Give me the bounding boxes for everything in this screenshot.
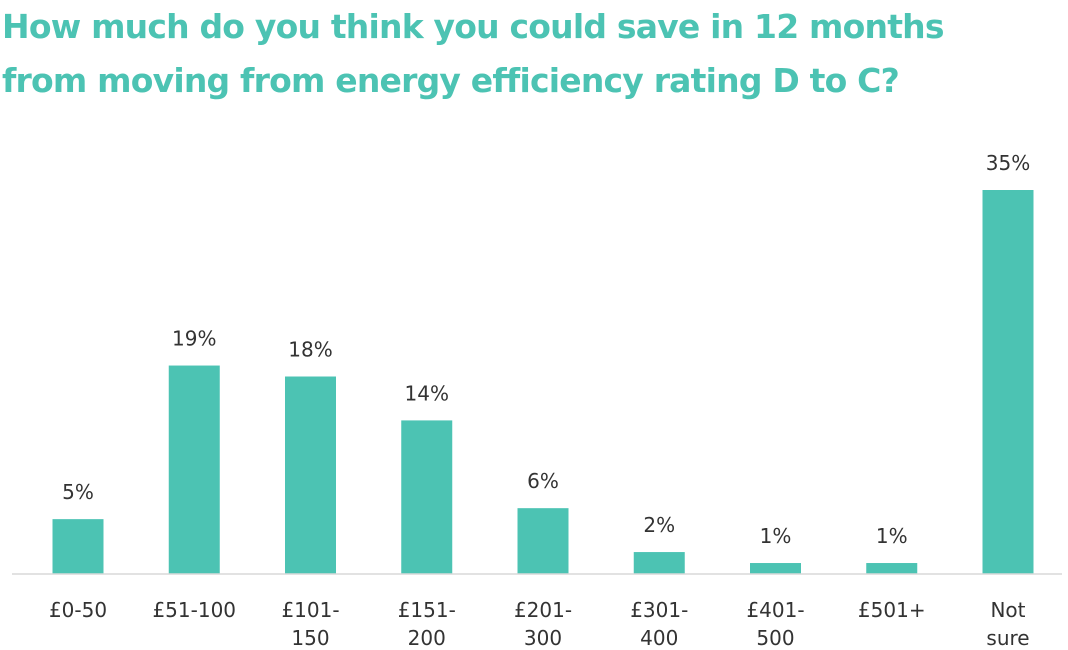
category-label-line: Not — [990, 598, 1025, 622]
category-label: £51-100 — [152, 598, 236, 622]
bar-value-label: 1% — [760, 524, 792, 548]
category-labels-group: £0-50 £51-100 £101- 150 £151- 200 £201- 300 £301… — [49, 598, 1030, 650]
category-label-line: £51-100 — [152, 598, 236, 622]
bar-value-label: 2% — [643, 513, 675, 537]
category-label-line: £201- — [514, 598, 572, 622]
category-label: £151- 200 — [398, 598, 456, 650]
bar — [982, 190, 1034, 574]
bar-value-label: 1% — [876, 524, 908, 548]
category-label: £0-50 — [49, 598, 107, 622]
category-label: Not sure — [986, 598, 1029, 650]
category-label: £401- 500 — [746, 598, 804, 650]
bar — [401, 420, 453, 574]
category-label-line: 400 — [640, 626, 678, 650]
category-label-line: £0-50 — [49, 598, 107, 622]
bar — [517, 508, 569, 574]
bar — [52, 519, 104, 574]
category-label-line: £301- — [630, 598, 688, 622]
category-label-line: sure — [986, 626, 1029, 650]
category-label: £501+ — [858, 598, 926, 622]
category-label-line: £101- — [281, 598, 339, 622]
category-label: £101- 150 — [281, 598, 339, 650]
category-label: £201- 300 — [514, 598, 572, 650]
bar — [866, 563, 918, 574]
bar — [633, 552, 685, 574]
bars-group — [52, 190, 1034, 574]
bar-value-label: 19% — [172, 327, 216, 351]
bar-value-label: 14% — [405, 381, 449, 405]
bar-value-label: 6% — [527, 469, 559, 493]
category-label-line: 150 — [291, 626, 329, 650]
bar-value-label: 18% — [288, 338, 332, 362]
bar — [168, 365, 220, 574]
bar — [750, 563, 801, 574]
category-label-line: 200 — [408, 626, 446, 650]
bar-value-label: 35% — [986, 151, 1030, 175]
category-label-line: 300 — [524, 626, 562, 650]
category-label-line: £501+ — [858, 598, 926, 622]
value-labels-group: 5% 19% 18% 14% 6% 2% 1% 1% 35% — [62, 151, 1030, 548]
category-label: £301- 400 — [630, 598, 688, 650]
chart-title: How much do you think you could save in … — [2, 7, 945, 100]
category-label-line: £151- — [398, 598, 456, 622]
category-label-line: 500 — [756, 626, 794, 650]
bar-value-label: 5% — [62, 480, 94, 504]
bar — [285, 376, 336, 574]
category-label-line: £401- — [746, 598, 804, 622]
